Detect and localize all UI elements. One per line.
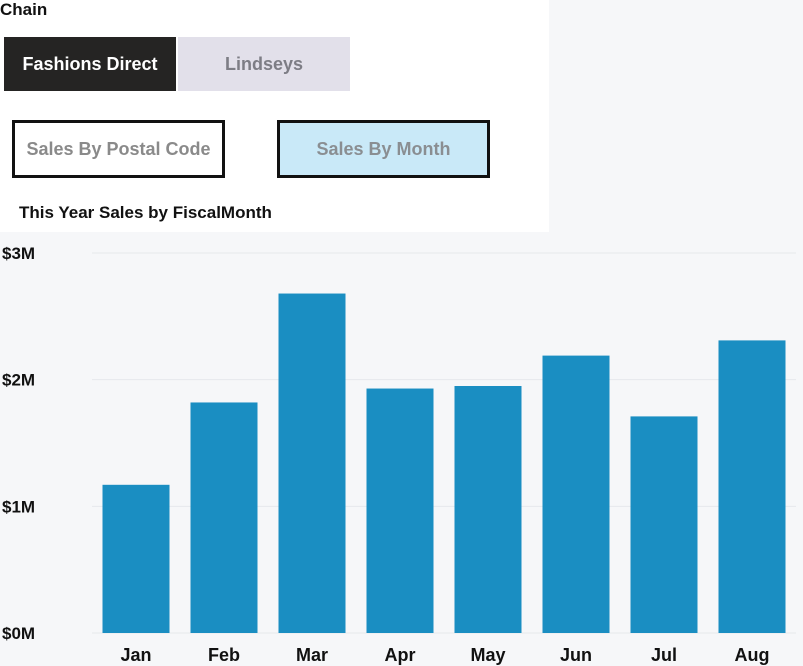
bar-apr[interactable] — [366, 388, 434, 633]
sales-by-postal-code-button[interactable]: Sales By Postal Code — [12, 120, 225, 178]
x-tick-label: Apr — [385, 645, 416, 665]
bar-jul[interactable] — [630, 416, 698, 633]
bar-jan[interactable] — [102, 484, 170, 633]
x-tick-label: Aug — [735, 645, 770, 665]
x-tick-label: Mar — [296, 645, 328, 665]
sales-by-month-chart: $0M $1M $2M $3M Jan Feb Mar Apr May Jun Jul Aug — [2, 244, 796, 665]
x-tick-label: Feb — [208, 645, 240, 665]
y-tick-label: $0M — [2, 624, 35, 643]
chart-title: This Year Sales by FiscalMonth — [19, 203, 272, 222]
slicer-title: Chain — [0, 0, 48, 19]
x-tick-label: May — [470, 645, 505, 665]
x-tick-label: Jul — [651, 645, 677, 665]
report-header-panel — [0, 0, 549, 232]
bar-jun[interactable] — [542, 355, 610, 633]
y-tick-label: $1M — [2, 497, 35, 516]
slicer-option-fashions-direct[interactable]: Fashions Direct — [4, 37, 176, 91]
x-tick-label: Jun — [560, 645, 592, 665]
y-tick-label: $2M — [2, 371, 35, 390]
bar-feb[interactable] — [190, 402, 258, 633]
slicer-option-lindseys[interactable]: Lindseys — [178, 37, 350, 91]
bar-mar[interactable] — [278, 293, 346, 633]
bar-may[interactable] — [454, 386, 522, 633]
x-tick-label: Jan — [120, 645, 151, 665]
y-tick-label: $3M — [2, 244, 35, 263]
sales-by-month-button[interactable]: Sales By Month — [277, 120, 490, 178]
bar-aug[interactable] — [718, 340, 786, 633]
